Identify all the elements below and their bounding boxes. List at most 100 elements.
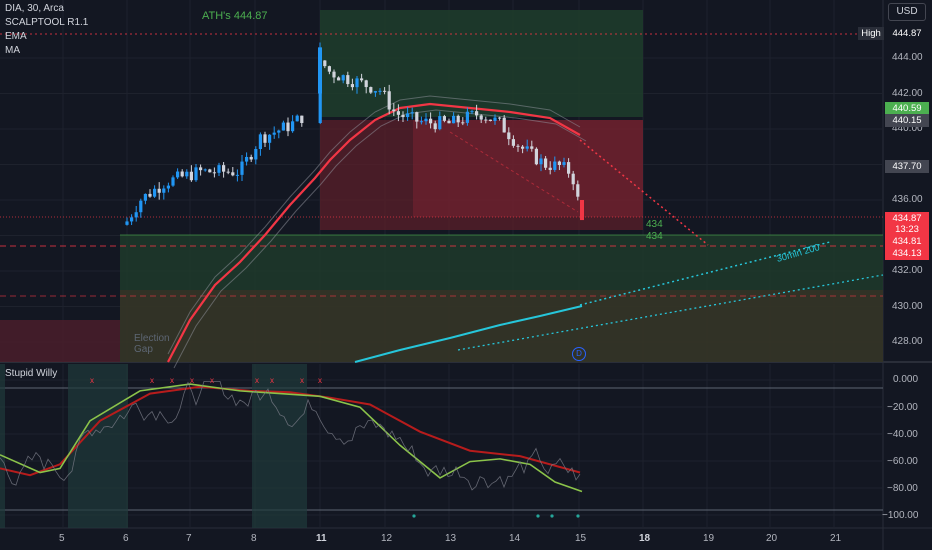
candle[interactable]: [134, 205, 138, 222]
candle[interactable]: [521, 145, 525, 154]
symbol-title[interactable]: DIA, 30, Arca: [5, 3, 64, 14]
candle[interactable]: [488, 119, 492, 122]
candle[interactable]: [438, 111, 442, 131]
candle[interactable]: [511, 135, 515, 148]
candle[interactable]: [557, 160, 561, 171]
candle[interactable]: [493, 114, 497, 125]
candle[interactable]: [350, 78, 354, 91]
candle[interactable]: [571, 170, 575, 191]
candle[interactable]: [291, 115, 295, 133]
candle[interactable]: [139, 198, 143, 218]
candle[interactable]: [327, 65, 331, 75]
candle[interactable]: [249, 154, 253, 163]
candle[interactable]: [364, 79, 368, 94]
candle[interactable]: [373, 90, 377, 97]
candle[interactable]: [148, 189, 152, 198]
candle[interactable]: [410, 107, 414, 120]
candle[interactable]: [263, 131, 267, 147]
candle[interactable]: [442, 114, 446, 123]
candle[interactable]: [332, 69, 336, 84]
candle[interactable]: [162, 185, 166, 200]
candle[interactable]: [176, 168, 180, 180]
candle[interactable]: [470, 109, 474, 115]
candle[interactable]: [567, 158, 571, 178]
last-candle[interactable]: [580, 200, 584, 221]
candle[interactable]: [171, 175, 175, 187]
candle[interactable]: [447, 118, 451, 124]
candle[interactable]: [199, 164, 203, 176]
candle[interactable]: [456, 114, 460, 128]
candle[interactable]: [157, 182, 161, 200]
candle[interactable]: [189, 165, 193, 182]
candle[interactable]: [406, 106, 410, 121]
candle[interactable]: [180, 169, 184, 178]
candle[interactable]: [553, 156, 557, 172]
candle[interactable]: [208, 168, 212, 173]
candle[interactable]: [475, 104, 479, 120]
candle[interactable]: [562, 157, 566, 168]
candle[interactable]: [286, 117, 290, 137]
candle[interactable]: [258, 132, 262, 156]
candle[interactable]: [484, 116, 488, 124]
candle[interactable]: [337, 76, 341, 81]
candle[interactable]: [429, 112, 433, 129]
candle[interactable]: [415, 111, 419, 129]
candle[interactable]: [166, 182, 170, 193]
candle[interactable]: [424, 113, 428, 125]
candle[interactable]: [419, 116, 423, 125]
candle[interactable]: [479, 114, 483, 123]
candle[interactable]: [240, 154, 244, 181]
candle[interactable]: [534, 147, 538, 166]
candle[interactable]: [153, 185, 157, 198]
candle[interactable]: [507, 127, 511, 146]
candle[interactable]: [539, 154, 543, 172]
indicator-scalptool[interactable]: SCALPTOOL R1.1: [5, 17, 89, 28]
candle[interactable]: [548, 161, 552, 175]
candle[interactable]: [185, 169, 189, 179]
candle[interactable]: [461, 117, 465, 126]
candle[interactable]: [392, 103, 396, 117]
candle[interactable]: [465, 107, 469, 126]
candle[interactable]: [268, 134, 272, 150]
indicator-ma[interactable]: MA: [5, 45, 20, 56]
candle[interactable]: [300, 115, 304, 127]
candle[interactable]: [272, 126, 276, 139]
candle[interactable]: [433, 120, 437, 133]
candle[interactable]: [544, 155, 548, 171]
candle[interactable]: [396, 104, 400, 122]
candle[interactable]: [217, 162, 221, 176]
candle[interactable]: [525, 139, 529, 152]
candle[interactable]: [378, 88, 382, 95]
candle[interactable]: [498, 116, 502, 121]
candle[interactable]: [530, 140, 534, 152]
candle[interactable]: [235, 169, 239, 182]
candle[interactable]: [369, 86, 373, 94]
candle[interactable]: [502, 115, 506, 133]
candle[interactable]: [516, 144, 520, 152]
candle[interactable]: [212, 167, 216, 178]
candle[interactable]: [387, 84, 391, 115]
candle[interactable]: [346, 71, 350, 88]
candle[interactable]: [254, 146, 258, 165]
dividend-badge[interactable]: D: [572, 347, 586, 361]
candle[interactable]: [231, 167, 235, 177]
lower-pane-title[interactable]: Stupid Willy: [5, 368, 58, 379]
candle[interactable]: [383, 87, 387, 95]
currency-button[interactable]: USD: [888, 3, 926, 21]
ath-candle[interactable]: [318, 42, 322, 96]
candle[interactable]: [341, 74, 345, 84]
candle[interactable]: [277, 129, 281, 139]
candle[interactable]: [125, 217, 129, 226]
candle[interactable]: [143, 193, 147, 205]
candle[interactable]: [295, 114, 299, 122]
candle[interactable]: [452, 112, 456, 124]
candle[interactable]: [203, 168, 207, 172]
candle[interactable]: [576, 180, 580, 201]
candle[interactable]: [281, 120, 285, 131]
candle[interactable]: [355, 75, 359, 94]
candle[interactable]: [194, 164, 198, 182]
candle[interactable]: [222, 162, 226, 178]
candle[interactable]: [401, 111, 405, 123]
indicator-ema[interactable]: EMA: [5, 31, 27, 42]
